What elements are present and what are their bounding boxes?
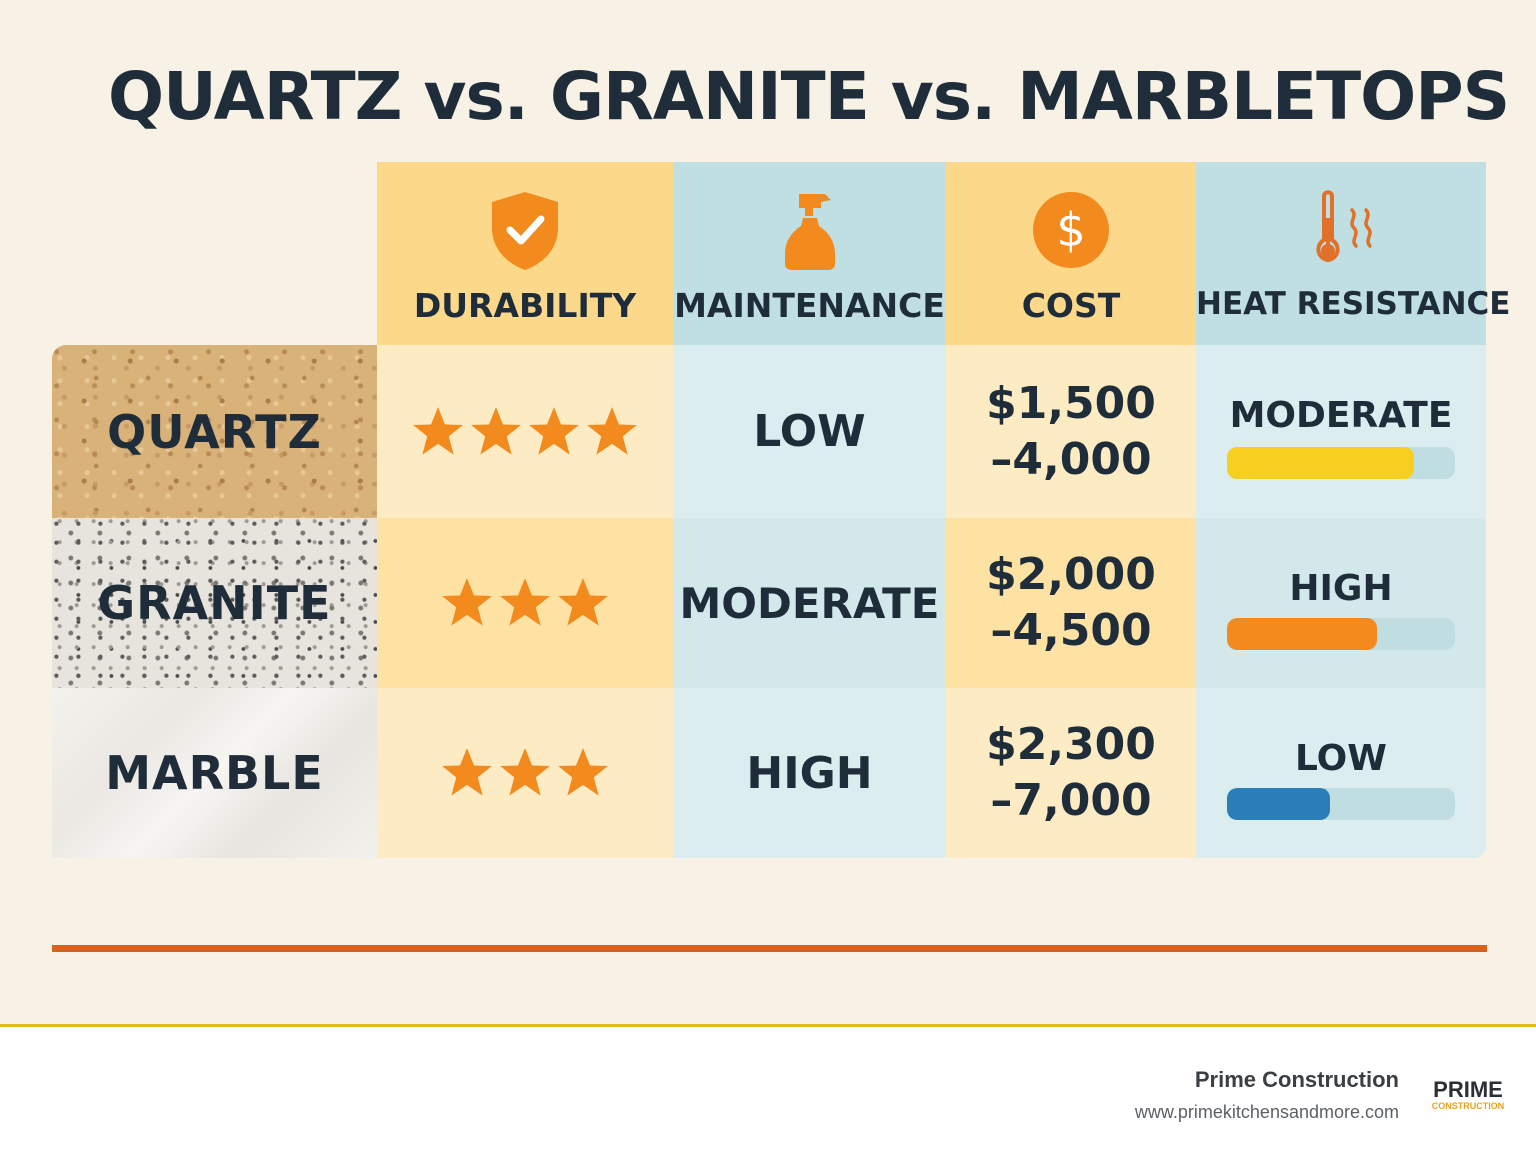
heat-bar-fill [1227,447,1414,479]
star-icon [529,406,579,455]
material-name: MARBLE [105,746,324,800]
heat-bar [1227,618,1455,650]
star-icon [442,578,492,626]
row-label-marble: MARBLE [52,688,377,858]
footer: Prime Construction www.primekitchensandm… [0,1024,1536,1154]
star-icon [442,748,492,796]
thermometer-icon [1300,188,1384,272]
star-icon [587,406,637,455]
website-url: www.primekitchensandmore.com [1134,1102,1399,1122]
cost-range: $2,000 –4,500 [986,547,1156,659]
column-label-maintenance: MAINTENANCE [674,286,945,325]
star-icon [558,578,608,626]
heat-bar-fill [1227,618,1378,650]
page-title: QUARTZ vs. GRANITE vs. MARBLETOPS [108,58,1510,135]
cost-min: $2,000 [986,549,1156,600]
logo-subtext: CONSTRUCTION [1431,1101,1505,1111]
logo-text: PRIME [1433,1077,1503,1102]
star-rating [440,746,610,800]
maintenance-cell-marble: HIGH [673,688,946,858]
maintenance-value: HIGH [746,747,873,799]
cost-cell-granite: $2,000 –4,500 [946,518,1196,688]
star-rating [440,576,610,630]
star-icon [500,748,550,796]
cost-cell-quartz: $1,500 –4,000 [946,345,1196,518]
column-label-cost: COST [1021,286,1121,325]
cost-min: $1,500 [986,377,1156,429]
row-label-quartz: QUARTZ [52,345,377,518]
heat-value: LOW [1295,738,1387,779]
cost-max: –4,500 [990,605,1152,656]
column-label-durability: DURABILITY [413,286,637,325]
brand-name: Prime Construction [1194,1067,1399,1092]
cost-min: $2,300 [986,719,1156,770]
svg-text:$: $ [1056,203,1085,257]
column-header-cost: $ COST [946,162,1196,345]
star-icon [558,748,608,796]
maintenance-cell-granite: MODERATE [673,518,946,688]
star-rating [411,405,639,459]
heat-cell-quartz: MODERATE [1196,345,1486,518]
heat-value: MODERATE [1229,395,1453,436]
heat-value: HIGH [1289,568,1393,609]
cost-cell-marble: $2,300 –7,000 [946,688,1196,858]
maintenance-value: MODERATE [679,578,940,628]
star-icon [413,406,463,455]
durability-cell-marble [377,688,673,858]
row-label-granite: GRANITE [52,518,377,688]
cost-range: $2,300 –7,000 [986,717,1156,829]
shield-check-icon [481,188,569,272]
column-header-heat-resistance: HEAT RESISTANCE [1196,162,1511,345]
maintenance-value: LOW [753,406,866,457]
heat-cell-marble: LOW [1196,688,1486,858]
heat-bar [1227,788,1455,820]
star-icon [500,578,550,626]
divider [52,945,1487,952]
column-header-durability: DURABILITY [377,162,673,345]
star-icon [471,406,521,455]
cost-range: $1,500 –4,000 [986,376,1156,488]
heat-bar [1227,447,1455,479]
durability-cell-quartz [377,345,673,518]
brand-logo: PRIME CONSTRUCTION [1428,1077,1508,1112]
cost-max: –4,000 [990,433,1152,485]
spray-bottle-icon [768,188,852,272]
column-label-heat-resistance: HEAT RESISTANCE [1196,286,1511,322]
dollar-icon: $ [1027,188,1115,272]
heat-cell-granite: HIGH [1196,518,1486,688]
maintenance-cell-quartz: LOW [673,345,946,518]
material-name: QUARTZ [107,404,322,459]
durability-cell-granite [377,518,673,688]
heat-bar-fill [1227,788,1330,820]
material-name: GRANITE [97,576,332,630]
cost-max: –7,000 [990,775,1152,826]
column-header-maintenance: MAINTENANCE [673,162,946,345]
